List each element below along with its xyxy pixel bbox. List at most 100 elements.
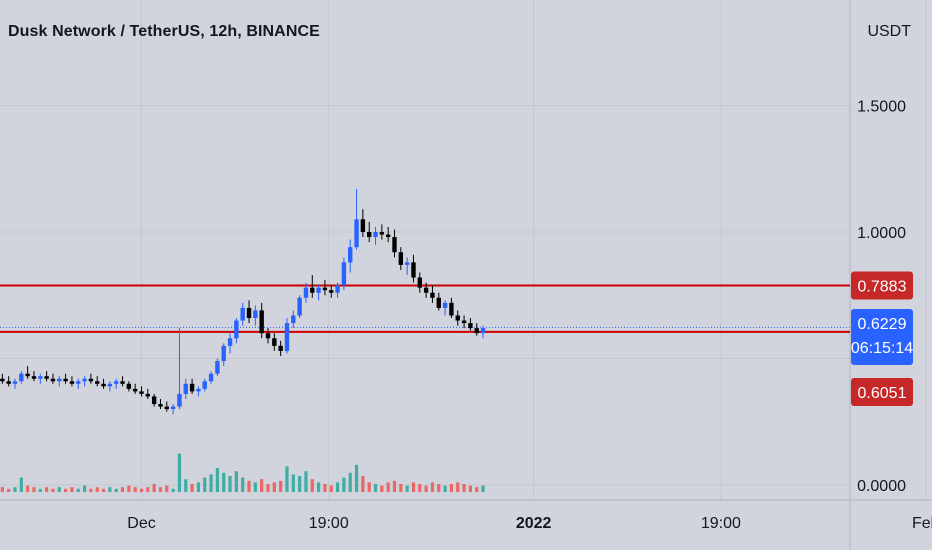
- candle-body[interactable]: [411, 262, 416, 278]
- candle-body[interactable]: [404, 262, 410, 265]
- candle-body[interactable]: [189, 383, 195, 392]
- candle-body[interactable]: [107, 383, 113, 387]
- candle-body[interactable]: [25, 373, 30, 377]
- candle-body[interactable]: [114, 381, 119, 384]
- candle-body[interactable]: [227, 338, 233, 346]
- candle-body[interactable]: [177, 393, 182, 407]
- candle-body[interactable]: [442, 302, 448, 308]
- candle-body[interactable]: [297, 297, 302, 316]
- volume-bar: [462, 484, 466, 492]
- candle-body[interactable]: [436, 297, 441, 308]
- volume-bar: [64, 488, 68, 492]
- volume-bar: [386, 482, 390, 492]
- candle-body[interactable]: [367, 232, 372, 238]
- candle-body[interactable]: [278, 345, 283, 351]
- volume-bar: [32, 487, 36, 492]
- price-axis[interactable]: 0.0000 1.0000 1.5000: [857, 99, 906, 496]
- volume-bar: [323, 484, 327, 492]
- candle-body[interactable]: [284, 323, 290, 351]
- candle-body[interactable]: [12, 381, 18, 384]
- candle-body[interactable]: [196, 388, 201, 392]
- candle-body[interactable]: [398, 252, 404, 265]
- candle-body[interactable]: [208, 373, 214, 382]
- candle-body[interactable]: [221, 345, 226, 362]
- candle-body[interactable]: [329, 290, 334, 293]
- candle-body[interactable]: [373, 232, 378, 238]
- volume-bar: [76, 488, 80, 492]
- x-tick-label: Dec: [127, 515, 155, 532]
- candle-body[interactable]: [385, 234, 391, 238]
- volume-bar: [7, 488, 11, 492]
- candle-body[interactable]: [246, 307, 252, 319]
- candle-body[interactable]: [50, 378, 56, 382]
- candle-body[interactable]: [392, 237, 397, 253]
- candle-body[interactable]: [215, 361, 220, 374]
- candle-body[interactable]: [31, 376, 37, 379]
- candle-body[interactable]: [202, 381, 207, 389]
- candle-body[interactable]: [183, 383, 188, 394]
- candle-body[interactable]: [310, 287, 315, 293]
- candle-body[interactable]: [139, 391, 144, 394]
- horizontal-levels[interactable]: [0, 284, 850, 333]
- candle-body[interactable]: [151, 396, 157, 405]
- candle-body[interactable]: [455, 315, 460, 321]
- candle-body[interactable]: [76, 381, 81, 384]
- candle-body[interactable]: [335, 285, 340, 293]
- volume-bar: [165, 485, 169, 492]
- volume-bar: [272, 482, 276, 492]
- candle-body[interactable]: [57, 378, 62, 382]
- candle-body[interactable]: [265, 333, 271, 339]
- candle-body[interactable]: [430, 292, 435, 298]
- volume-bar: [82, 485, 87, 492]
- candle-body[interactable]: [423, 287, 429, 293]
- candle-body[interactable]: [38, 376, 43, 379]
- price-tag-text: 0.6051: [858, 385, 907, 402]
- candle-body[interactable]: [234, 320, 239, 339]
- candle-body[interactable]: [69, 381, 75, 384]
- candle-body[interactable]: [132, 388, 138, 392]
- price-tag-level-high: 0.7883: [851, 271, 913, 300]
- candle-body[interactable]: [253, 310, 258, 319]
- candle-body[interactable]: [120, 381, 125, 384]
- candle-body[interactable]: [291, 315, 296, 324]
- candle-body[interactable]: [170, 406, 176, 410]
- candle-body[interactable]: [341, 262, 347, 286]
- candle-body[interactable]: [303, 287, 309, 298]
- candle-body[interactable]: [449, 302, 454, 316]
- candle-body[interactable]: [126, 383, 132, 389]
- candle-body[interactable]: [0, 378, 5, 382]
- candle-body[interactable]: [259, 310, 264, 334]
- candle-body[interactable]: [88, 378, 94, 382]
- candle-body[interactable]: [360, 219, 366, 232]
- volume-bar: [89, 488, 93, 492]
- candlestick-series[interactable]: [0, 188, 486, 415]
- candle-body[interactable]: [417, 277, 422, 288]
- candle-body[interactable]: [82, 378, 87, 382]
- candle-body[interactable]: [379, 232, 385, 235]
- candle-body[interactable]: [480, 328, 486, 334]
- candle-body[interactable]: [164, 406, 169, 410]
- candle-body[interactable]: [6, 381, 11, 384]
- price-tag-text: 0.7883: [858, 279, 907, 296]
- candle-body[interactable]: [44, 376, 49, 379]
- candle-body[interactable]: [145, 393, 151, 397]
- candle-body[interactable]: [272, 338, 277, 346]
- candle-body[interactable]: [322, 287, 328, 291]
- candle-body[interactable]: [474, 328, 479, 334]
- volume-bar: [139, 488, 144, 492]
- y-tick-label: 1.0000: [857, 225, 906, 242]
- volume-bar: [95, 487, 99, 492]
- candle-body[interactable]: [461, 320, 467, 324]
- candle-body[interactable]: [354, 219, 359, 248]
- candle-body[interactable]: [158, 404, 163, 407]
- candle-body[interactable]: [63, 378, 68, 382]
- candle-body[interactable]: [240, 307, 245, 321]
- candle-body[interactable]: [468, 323, 473, 329]
- candle-body[interactable]: [95, 381, 100, 384]
- candle-body[interactable]: [101, 383, 106, 387]
- candle-body[interactable]: [19, 373, 24, 382]
- candle-body[interactable]: [316, 287, 321, 293]
- candle-body[interactable]: [348, 247, 353, 263]
